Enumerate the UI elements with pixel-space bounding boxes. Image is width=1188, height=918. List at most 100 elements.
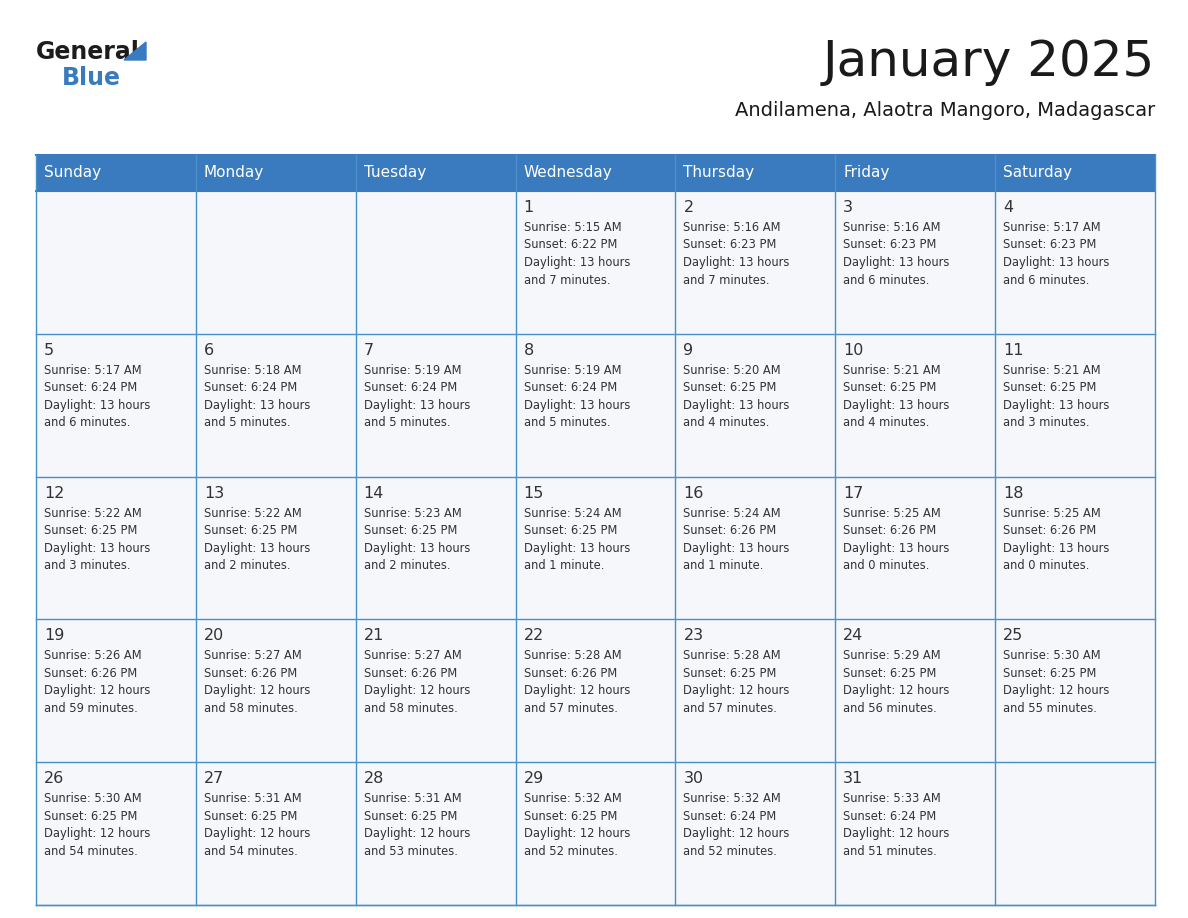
Text: 16: 16 [683, 486, 703, 500]
Text: and 0 minutes.: and 0 minutes. [1003, 559, 1089, 572]
Text: Sunset: 6:25 PM: Sunset: 6:25 PM [683, 666, 777, 680]
Text: Sunset: 6:26 PM: Sunset: 6:26 PM [843, 524, 936, 537]
Bar [196, 191, 355, 334]
Text: 14: 14 [364, 486, 384, 500]
Bar [996, 762, 1155, 905]
Text: Daylight: 13 hours: Daylight: 13 hours [44, 398, 151, 412]
Text: and 1 minute.: and 1 minute. [524, 559, 604, 572]
Text: Saturday: Saturday [1003, 165, 1072, 181]
Bar [835, 155, 996, 191]
Text: Sunrise: 5:25 AM: Sunrise: 5:25 AM [843, 507, 941, 520]
Text: and 5 minutes.: and 5 minutes. [364, 416, 450, 430]
Bar [835, 334, 996, 476]
Text: Sunrise: 5:19 AM: Sunrise: 5:19 AM [364, 364, 461, 376]
Text: Sunset: 6:26 PM: Sunset: 6:26 PM [44, 666, 138, 680]
Text: and 3 minutes.: and 3 minutes. [44, 559, 131, 572]
Bar [676, 334, 835, 476]
Bar [196, 762, 355, 905]
Text: Daylight: 13 hours: Daylight: 13 hours [364, 398, 470, 412]
Text: 23: 23 [683, 629, 703, 644]
Text: Thursday: Thursday [683, 165, 754, 181]
Text: Daylight: 12 hours: Daylight: 12 hours [44, 685, 151, 698]
Text: and 1 minute.: and 1 minute. [683, 559, 764, 572]
Text: Daylight: 13 hours: Daylight: 13 hours [1003, 542, 1110, 554]
Text: Sunrise: 5:30 AM: Sunrise: 5:30 AM [1003, 649, 1101, 663]
Text: Sunset: 6:24 PM: Sunset: 6:24 PM [524, 381, 617, 395]
Text: Daylight: 13 hours: Daylight: 13 hours [843, 542, 949, 554]
Text: Daylight: 12 hours: Daylight: 12 hours [364, 827, 470, 840]
Text: 1: 1 [524, 200, 533, 215]
Text: and 7 minutes.: and 7 minutes. [524, 274, 611, 286]
Text: Sunset: 6:26 PM: Sunset: 6:26 PM [683, 524, 777, 537]
Text: Sunrise: 5:19 AM: Sunrise: 5:19 AM [524, 364, 621, 376]
Text: 11: 11 [1003, 342, 1024, 358]
Text: 19: 19 [44, 629, 64, 644]
Bar [676, 191, 835, 334]
Text: 4: 4 [1003, 200, 1013, 215]
Bar [355, 155, 516, 191]
Bar [996, 155, 1155, 191]
Text: Sunset: 6:25 PM: Sunset: 6:25 PM [843, 381, 936, 395]
Bar [835, 620, 996, 762]
Text: and 5 minutes.: and 5 minutes. [204, 416, 290, 430]
Text: Daylight: 12 hours: Daylight: 12 hours [843, 827, 949, 840]
Text: Sunset: 6:24 PM: Sunset: 6:24 PM [204, 381, 297, 395]
Text: 27: 27 [204, 771, 225, 786]
Text: and 58 minutes.: and 58 minutes. [364, 702, 457, 715]
Text: Daylight: 13 hours: Daylight: 13 hours [524, 542, 630, 554]
Text: 26: 26 [44, 771, 64, 786]
Text: Daylight: 13 hours: Daylight: 13 hours [1003, 256, 1110, 269]
Bar [36, 762, 196, 905]
Text: Daylight: 13 hours: Daylight: 13 hours [683, 542, 790, 554]
Text: Daylight: 12 hours: Daylight: 12 hours [683, 685, 790, 698]
Bar [355, 620, 516, 762]
Text: Daylight: 13 hours: Daylight: 13 hours [524, 398, 630, 412]
Text: Sunset: 6:25 PM: Sunset: 6:25 PM [683, 381, 777, 395]
Text: Sunset: 6:25 PM: Sunset: 6:25 PM [204, 810, 297, 823]
Text: January 2025: January 2025 [823, 38, 1155, 86]
Text: and 54 minutes.: and 54 minutes. [204, 845, 298, 857]
Text: Sunset: 6:26 PM: Sunset: 6:26 PM [364, 666, 457, 680]
Text: Sunset: 6:24 PM: Sunset: 6:24 PM [843, 810, 936, 823]
Text: 30: 30 [683, 771, 703, 786]
Text: Sunrise: 5:32 AM: Sunrise: 5:32 AM [683, 792, 782, 805]
Text: Sunset: 6:24 PM: Sunset: 6:24 PM [364, 381, 457, 395]
Text: and 5 minutes.: and 5 minutes. [524, 416, 611, 430]
Text: and 52 minutes.: and 52 minutes. [683, 845, 777, 857]
Text: General: General [36, 40, 140, 64]
Text: 17: 17 [843, 486, 864, 500]
Text: Daylight: 13 hours: Daylight: 13 hours [683, 398, 790, 412]
Text: Blue: Blue [62, 66, 121, 90]
Bar [36, 155, 196, 191]
Text: Sunrise: 5:28 AM: Sunrise: 5:28 AM [524, 649, 621, 663]
Text: Sunrise: 5:31 AM: Sunrise: 5:31 AM [364, 792, 461, 805]
Bar [196, 334, 355, 476]
Text: Tuesday: Tuesday [364, 165, 426, 181]
Text: and 6 minutes.: and 6 minutes. [44, 416, 131, 430]
Text: 29: 29 [524, 771, 544, 786]
Text: Daylight: 12 hours: Daylight: 12 hours [204, 685, 310, 698]
Text: 12: 12 [44, 486, 64, 500]
Text: Sunrise: 5:25 AM: Sunrise: 5:25 AM [1003, 507, 1101, 520]
Bar [36, 191, 196, 334]
Bar [996, 334, 1155, 476]
Bar [36, 476, 196, 620]
Text: and 58 minutes.: and 58 minutes. [204, 702, 298, 715]
Text: 3: 3 [843, 200, 853, 215]
Bar [355, 762, 516, 905]
Text: Daylight: 12 hours: Daylight: 12 hours [44, 827, 151, 840]
Text: 9: 9 [683, 342, 694, 358]
Text: Daylight: 13 hours: Daylight: 13 hours [683, 256, 790, 269]
Text: Sunset: 6:25 PM: Sunset: 6:25 PM [524, 524, 617, 537]
Text: Daylight: 13 hours: Daylight: 13 hours [1003, 398, 1110, 412]
Text: Wednesday: Wednesday [524, 165, 612, 181]
Text: and 56 minutes.: and 56 minutes. [843, 702, 937, 715]
Bar [516, 334, 676, 476]
Text: 28: 28 [364, 771, 384, 786]
Bar [36, 620, 196, 762]
Bar [996, 476, 1155, 620]
Text: and 52 minutes.: and 52 minutes. [524, 845, 618, 857]
Bar [196, 620, 355, 762]
Text: 25: 25 [1003, 629, 1023, 644]
Text: Sunrise: 5:17 AM: Sunrise: 5:17 AM [44, 364, 141, 376]
